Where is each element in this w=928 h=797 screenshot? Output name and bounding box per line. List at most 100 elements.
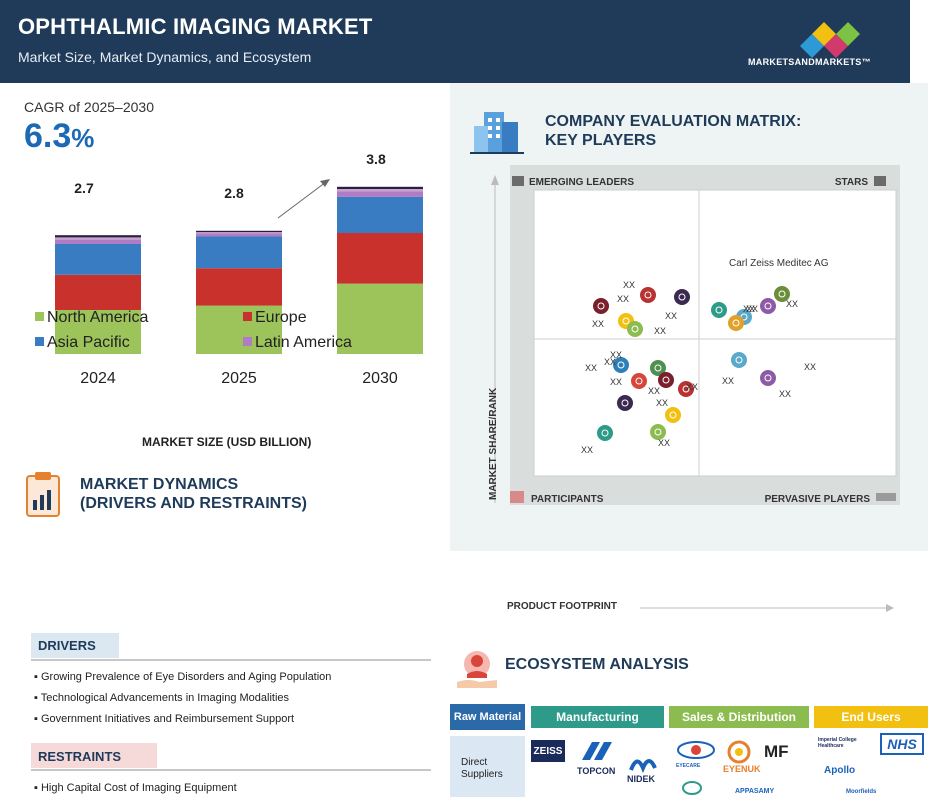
cagr-unit: % bbox=[71, 123, 95, 153]
company-dot-center bbox=[635, 377, 643, 385]
ecosystem-header-end-users: End Users bbox=[814, 706, 928, 728]
markets-logo-icon bbox=[800, 22, 860, 58]
company-dot-center bbox=[654, 364, 662, 372]
company-placeholder-label: XX bbox=[743, 304, 755, 314]
bar-segment bbox=[55, 235, 141, 238]
company-placeholder-label: XX bbox=[654, 326, 666, 336]
company-evaluation-matrix: MARKET SHARE/RANK EMERGING LEADERS STARS PA… bbox=[488, 165, 900, 505]
x-axis-arrow bbox=[640, 604, 894, 612]
bar-segment bbox=[337, 189, 423, 192]
bar-segment bbox=[55, 237, 141, 240]
matrix-title: COMPANY EVALUATION MATRIX: KEY PLAYERS bbox=[545, 112, 801, 150]
report-subtitle: Market Size, Market Dynamics, and Ecosys… bbox=[18, 49, 312, 65]
company-dot bbox=[728, 315, 744, 331]
bar-total-label: 2.8 bbox=[224, 185, 244, 201]
bar-segment bbox=[196, 236, 282, 269]
company-placeholder-label: XX bbox=[592, 319, 604, 329]
swirl-logo-icon bbox=[682, 781, 702, 795]
bar-segment bbox=[196, 305, 282, 354]
drivers-tag bbox=[31, 633, 119, 658]
company-dot-center bbox=[654, 428, 662, 436]
ecosystem-title: ECOSYSTEM ANALYSIS bbox=[505, 656, 689, 673]
quadrant-stars: STARS bbox=[835, 177, 868, 188]
bar-segment bbox=[196, 233, 282, 237]
matrix-x-axis-label: PRODUCT FOOTPRINT bbox=[507, 601, 617, 612]
nhs-logo: NHS bbox=[880, 733, 924, 755]
pervasive-players-icon bbox=[876, 493, 896, 501]
zeiss-logo: ZEISS bbox=[531, 740, 565, 762]
direct-suppliers-cell bbox=[450, 736, 525, 797]
legend-swatch bbox=[243, 337, 252, 346]
company-placeholder-label: XX bbox=[610, 350, 622, 360]
company-placeholder-label: XX bbox=[617, 294, 629, 304]
eyenuk-logo-icon bbox=[727, 740, 751, 764]
topcon-logo-icon bbox=[582, 742, 612, 760]
participants-icon bbox=[510, 491, 524, 503]
market-dynamics-title: MARKET DYNAMICS (DRIVERS AND RESTRAINTS) bbox=[80, 475, 307, 513]
driver-item: ▪ Technological Advancements in Imaging … bbox=[34, 692, 290, 704]
buildings-icon bbox=[470, 112, 524, 154]
legend-swatch bbox=[35, 337, 44, 346]
company-dot-center bbox=[735, 356, 743, 364]
company-dot bbox=[760, 370, 776, 386]
company-dot-center bbox=[682, 385, 690, 393]
company-dot-center bbox=[662, 376, 670, 384]
company-dot-center bbox=[678, 293, 686, 301]
stars-icon bbox=[874, 176, 886, 186]
company-dot-center bbox=[597, 302, 605, 310]
drivers-divider bbox=[31, 659, 431, 661]
company-placeholder-label: XX bbox=[786, 299, 798, 309]
chart-xlabel: MARKET SIZE (USD BILLION) bbox=[142, 435, 312, 449]
company-placeholder-label: XX bbox=[610, 377, 622, 387]
matrix-title-line2: KEY PLAYERS bbox=[545, 132, 657, 149]
company-dot-center bbox=[601, 429, 609, 437]
company-placeholder-label: XX bbox=[804, 362, 816, 372]
company-dot bbox=[597, 425, 613, 441]
ecosystem-header-manufacturing: Manufacturing bbox=[531, 706, 664, 728]
logo-text: MARKETSANDMARKETS™ bbox=[748, 57, 871, 67]
company-placeholder-label: XX bbox=[665, 311, 677, 321]
person-hand-icon bbox=[457, 651, 497, 688]
appasamy-logo: APPASAMY bbox=[735, 788, 775, 795]
bar-segment bbox=[55, 274, 141, 310]
company-placeholder-label: XX bbox=[581, 445, 593, 455]
moorfields-logo: Moorfields bbox=[846, 789, 877, 795]
bar-segment bbox=[196, 268, 282, 306]
growth-arrowhead bbox=[320, 179, 330, 187]
company-placeholder-label: XX bbox=[656, 398, 668, 408]
bar-segment bbox=[337, 233, 423, 284]
restraints-title: RESTRAINTS bbox=[38, 749, 122, 764]
bar-segment bbox=[196, 230, 282, 233]
company-dot-center bbox=[778, 290, 786, 298]
company-placeholder-label: XX bbox=[779, 389, 791, 399]
drivers-title: DRIVERS bbox=[38, 638, 96, 653]
quadrant-pervasive-players: PERVASIVE PLAYERS bbox=[765, 494, 871, 505]
company-placeholder-label: XX bbox=[585, 363, 597, 373]
eyenuk-logo-text: EYENUK bbox=[723, 764, 761, 774]
matrix-title-line1: COMPANY EVALUATION MATRIX: bbox=[545, 113, 802, 130]
company-dot-center bbox=[644, 291, 652, 299]
company-dot bbox=[760, 298, 776, 314]
bar-segment bbox=[196, 232, 282, 234]
ecosystem-header-raw-material: Raw Material bbox=[450, 704, 525, 730]
bar-total-label: 3.8 bbox=[366, 151, 386, 167]
eyecare-logo-icon bbox=[677, 741, 715, 759]
report-header bbox=[0, 0, 910, 83]
cagr-number: 6.3 bbox=[24, 117, 72, 155]
company-dot-center bbox=[715, 306, 723, 314]
legend-label: Asia Pacific bbox=[47, 334, 130, 351]
bar-segment bbox=[337, 196, 423, 233]
quadrant-participants: PARTICIPANTS bbox=[531, 494, 604, 505]
company-dot-center bbox=[622, 317, 630, 325]
ecosystem-header-sales: Sales & Distribution bbox=[669, 706, 809, 728]
x-tick-label: 2024 bbox=[80, 370, 116, 387]
restraints-tag bbox=[31, 743, 157, 768]
report-title: OPHTHALMIC IMAGING MARKET bbox=[18, 14, 373, 39]
company-dot-center bbox=[631, 325, 639, 333]
matrix-y-axis-label: MARKET SHARE/RANK bbox=[488, 387, 499, 500]
matrix-plot-area bbox=[533, 189, 897, 477]
bar-segment bbox=[55, 244, 141, 275]
quadrant-emerging-leaders: EMERGING LEADERS bbox=[529, 177, 634, 188]
cagr-value: 6.3% bbox=[24, 117, 94, 156]
company-dot bbox=[627, 321, 643, 337]
